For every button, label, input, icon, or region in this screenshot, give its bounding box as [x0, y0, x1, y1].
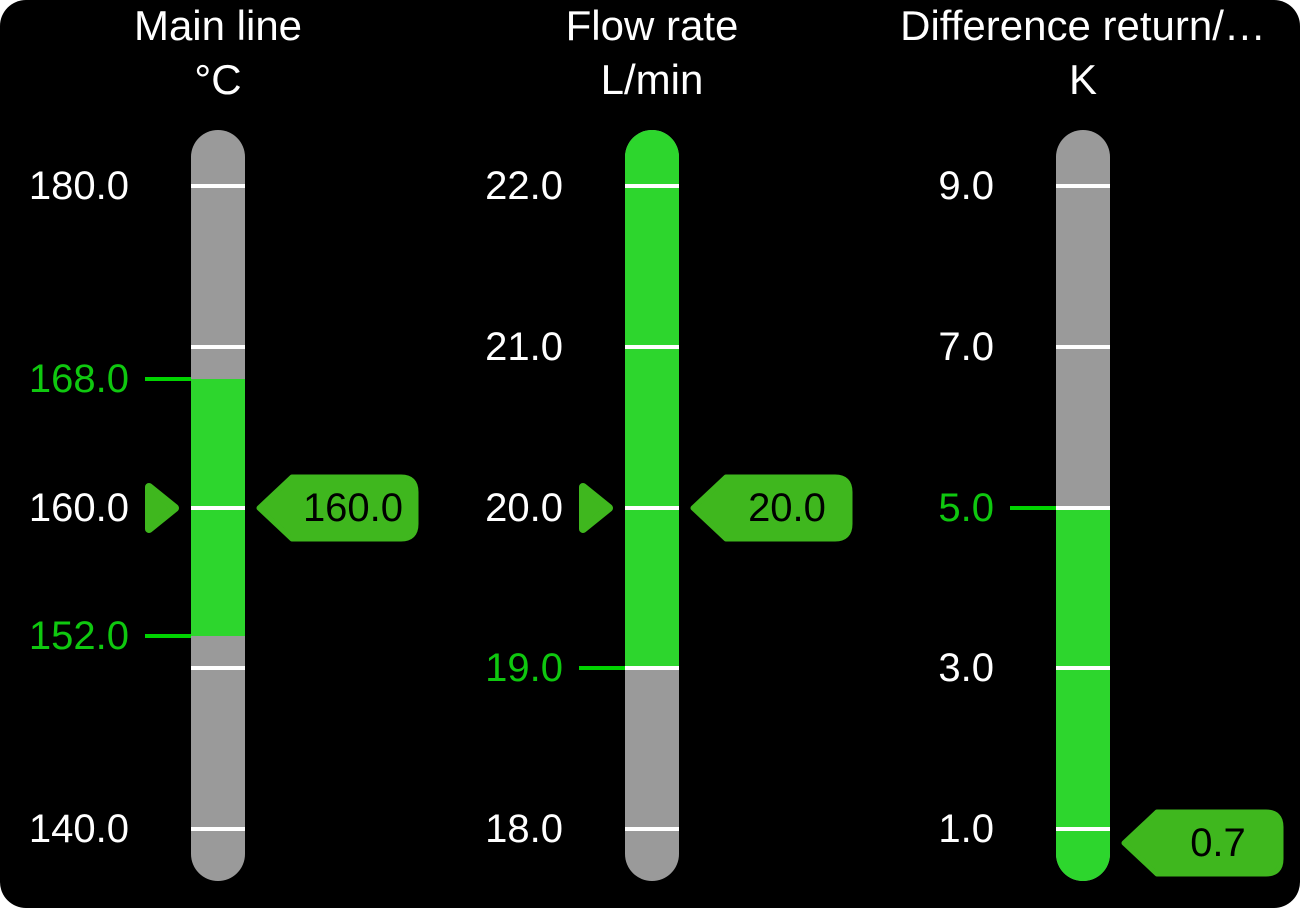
value-badge: 20.0: [688, 474, 853, 542]
gauge-title: Flow rate: [565, 2, 739, 49]
gauge-bar: [1056, 130, 1110, 881]
tick-label: 18.0: [485, 807, 563, 851]
limit-label: 152.0: [28, 614, 129, 659]
gauge-unit-label: L/min: [600, 56, 704, 103]
scale-tick: [1056, 666, 1110, 671]
scale-tick: [191, 827, 245, 831]
value-badge: 0.7: [1119, 809, 1284, 877]
scale-tick: [1056, 184, 1110, 188]
tick-label: 140.0: [28, 807, 129, 851]
scale-tick: [625, 344, 679, 349]
scale-tick: [191, 666, 245, 671]
tick-label: 180.0: [28, 164, 129, 208]
gauge-unit-label: °C: [194, 56, 242, 103]
scale-tick: [1056, 344, 1110, 349]
badge-value-text: 160.0: [302, 485, 404, 530]
value-pointer-icon: [144, 481, 180, 535]
scale-tick: [625, 184, 679, 188]
badge-value-text: 20.0: [748, 485, 826, 530]
value-badge: 160.0: [254, 474, 419, 542]
scale-tick: [625, 666, 679, 671]
scale-tick: [191, 505, 245, 510]
scale-tick: [1056, 505, 1110, 510]
limit-line: [145, 376, 191, 381]
scale-tick: [625, 827, 679, 831]
tick-label: 3.0: [938, 646, 994, 691]
badge-value-text: 0.7: [1190, 821, 1246, 865]
tick-label: 22.0: [485, 164, 563, 208]
limit-line: [145, 634, 191, 639]
gauge-bar: [625, 130, 679, 881]
limit-line: [1010, 505, 1056, 510]
gauge-title: Difference return/…: [900, 2, 1266, 49]
value-pointer-icon: [578, 481, 614, 535]
tick-label: 9.0: [938, 164, 994, 208]
gauge-title: Main line: [133, 2, 303, 49]
green-zone-segment: [625, 130, 679, 669]
limit-line: [579, 666, 625, 671]
scale-tick: [191, 344, 245, 349]
gauge-unit-label: K: [1068, 56, 1097, 103]
tick-label: 20.0: [485, 485, 563, 530]
gauge-bar: [191, 130, 245, 881]
tick-label: 21.0: [485, 324, 563, 369]
tick-label: 1.0: [938, 807, 994, 851]
scale-tick: [1056, 827, 1110, 831]
limit-label: 5.0: [938, 485, 994, 530]
scale-tick: [625, 505, 679, 510]
tick-label: 160.0: [28, 485, 129, 530]
green-zone-segment: [1056, 507, 1110, 881]
scale-tick: [191, 184, 245, 188]
tick-label: 7.0: [938, 324, 994, 369]
limit-label: 19.0: [485, 646, 563, 691]
limit-label: 168.0: [28, 356, 129, 401]
